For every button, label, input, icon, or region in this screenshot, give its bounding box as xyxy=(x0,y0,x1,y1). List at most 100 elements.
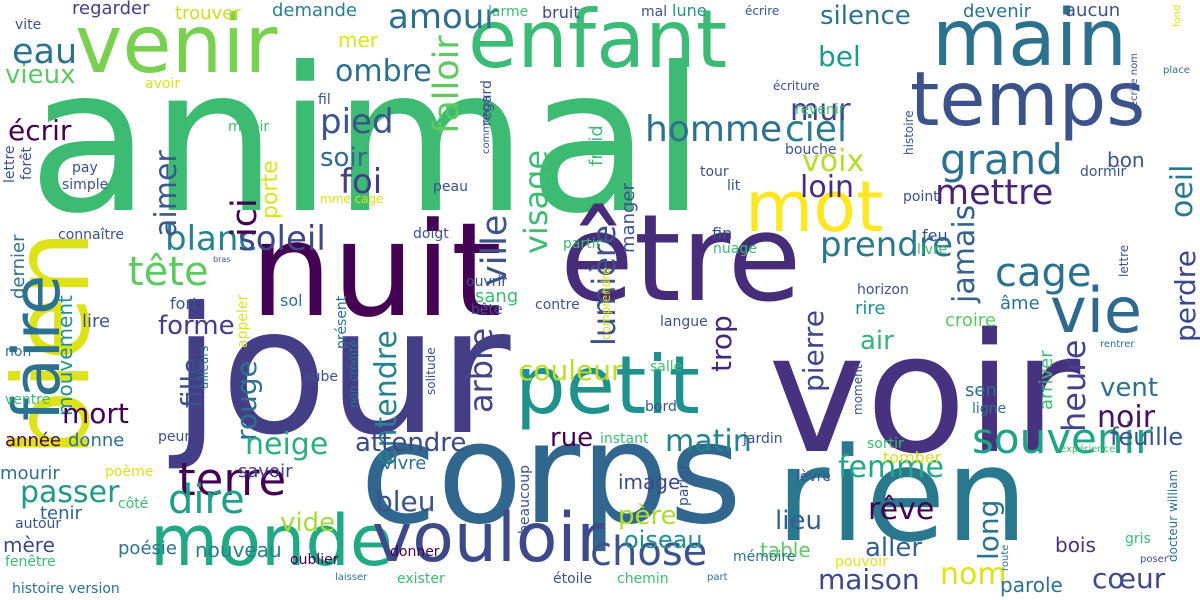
word-non: non xyxy=(5,344,32,360)
word-monde: monde xyxy=(150,500,393,582)
word-aller: aller xyxy=(865,533,923,563)
word-trouver: trouver xyxy=(175,3,241,24)
word-air: air xyxy=(860,326,894,356)
word-lune: lune xyxy=(672,1,707,20)
word-appeler: appeler xyxy=(235,294,251,348)
word-aimer: aimer xyxy=(149,150,184,237)
word-ombre: ombre xyxy=(335,54,432,89)
word-sen: sen xyxy=(965,380,997,401)
word-femme: femme xyxy=(838,450,944,485)
word-pied: pied xyxy=(320,102,394,142)
word-miroir: miroir xyxy=(228,119,270,135)
word-cœur: cœur xyxy=(1092,562,1166,595)
word-année: année xyxy=(5,430,61,451)
word-venir: venir xyxy=(75,0,278,91)
word-écriture: écriture xyxy=(773,79,820,93)
word-lettre: lettre xyxy=(1117,244,1131,277)
word-grand: grand xyxy=(940,135,1063,184)
word-tomber: tomber xyxy=(883,448,942,467)
word-main: main xyxy=(932,0,1127,84)
word-animal: animal xyxy=(28,25,706,258)
word-mort: mort xyxy=(62,397,129,430)
word-mémoire: mémoire xyxy=(733,549,796,565)
word-fond: fond xyxy=(1172,4,1183,27)
word-dormir: dormir xyxy=(1080,164,1127,180)
word-écrire-nom: écrire nom xyxy=(1129,53,1140,107)
word-maison: maison xyxy=(818,563,920,596)
word-porte: porte xyxy=(258,160,283,219)
word-oeil: oeil xyxy=(1165,164,1200,218)
word-rien: rien xyxy=(776,419,1028,571)
word-revenir: revenir xyxy=(795,102,845,118)
word-ciel: ciel xyxy=(785,109,847,150)
word-salle: salle xyxy=(650,359,683,375)
word-froid: froid xyxy=(586,125,607,166)
word-instant: instant xyxy=(600,431,649,447)
word-bon: bon xyxy=(1107,148,1145,172)
word-manger: manger xyxy=(618,183,639,253)
word-attendre: attendre xyxy=(355,428,467,458)
word-larme: larme xyxy=(488,4,529,20)
word-vivre: vivre xyxy=(382,453,427,474)
word-neige: neige xyxy=(245,427,329,462)
word-table: table xyxy=(760,538,811,562)
word-mère: mère xyxy=(3,533,55,557)
word-partir: partir xyxy=(563,236,602,252)
word-étoile: étoile xyxy=(553,571,593,587)
word-temps: temps xyxy=(910,55,1146,143)
word-voix: voix xyxy=(802,144,865,179)
word-bruit: bruit xyxy=(542,3,580,22)
word-demande: demande xyxy=(272,0,357,21)
word-jardin: jardin xyxy=(743,431,783,447)
word-chose: chose xyxy=(590,529,708,575)
word-lettre: lettre xyxy=(2,145,18,183)
word-homme: homme xyxy=(645,109,783,150)
word-pay: pay xyxy=(72,160,98,176)
word-falloir: falloir xyxy=(427,35,467,134)
word-enfant: enfant xyxy=(468,0,728,86)
word-histoire: histoire xyxy=(902,110,916,155)
word-perdre: perdre xyxy=(1169,250,1200,342)
word-forme: forme xyxy=(158,311,235,341)
word-bête: bête xyxy=(471,302,503,318)
word-autour: autour xyxy=(15,516,62,532)
word-sortir: sortir xyxy=(867,436,904,452)
word-bois: bois xyxy=(1055,533,1096,557)
word-mettre: mettre xyxy=(935,173,1054,213)
word-doigt: doigt xyxy=(413,226,449,242)
word-croire: croire xyxy=(945,310,996,331)
word-terre: terre xyxy=(178,453,287,506)
word-couleur: couleur xyxy=(518,354,623,387)
word-lit: lit xyxy=(727,178,741,194)
word-passer: passer xyxy=(20,475,120,510)
word-regard: regard xyxy=(479,80,495,126)
word-cage: cage xyxy=(995,250,1092,296)
word-nom: nom xyxy=(940,557,1007,592)
word-rêve: rêve xyxy=(868,492,935,527)
word-âme: âme xyxy=(1000,293,1040,314)
word-fort: fort xyxy=(170,294,199,313)
word-docteur-william: docteur william xyxy=(1166,469,1180,562)
word-rentrer: rentrer xyxy=(1100,339,1135,350)
word-place: place xyxy=(1163,65,1190,76)
word-feu: feu xyxy=(922,226,948,245)
word-beaucoup: beaucoup xyxy=(517,465,533,534)
word-regarder: regarder xyxy=(72,0,150,19)
word-voir: voir xyxy=(768,298,1081,490)
word-heure: heure xyxy=(1055,339,1093,432)
word-aucun: aucun xyxy=(1065,0,1121,21)
word-écrire: écrire xyxy=(745,4,780,18)
word-feuille: feuille xyxy=(1110,423,1184,451)
word-poème: poème xyxy=(105,464,154,480)
word-aube: aube xyxy=(303,369,338,385)
word-donne: donne xyxy=(68,430,125,451)
word-bleu: bleu xyxy=(375,485,436,518)
word-avoir: avoir xyxy=(145,76,181,92)
word-ouvrir: ouvrir xyxy=(466,274,508,290)
word-rue: rue xyxy=(550,423,594,453)
word-long: long xyxy=(972,499,1005,560)
word-peau: peau xyxy=(433,179,468,195)
word-petit: petit xyxy=(515,339,700,432)
word-foi: foi xyxy=(340,162,383,202)
word-route: route xyxy=(1000,544,1011,571)
